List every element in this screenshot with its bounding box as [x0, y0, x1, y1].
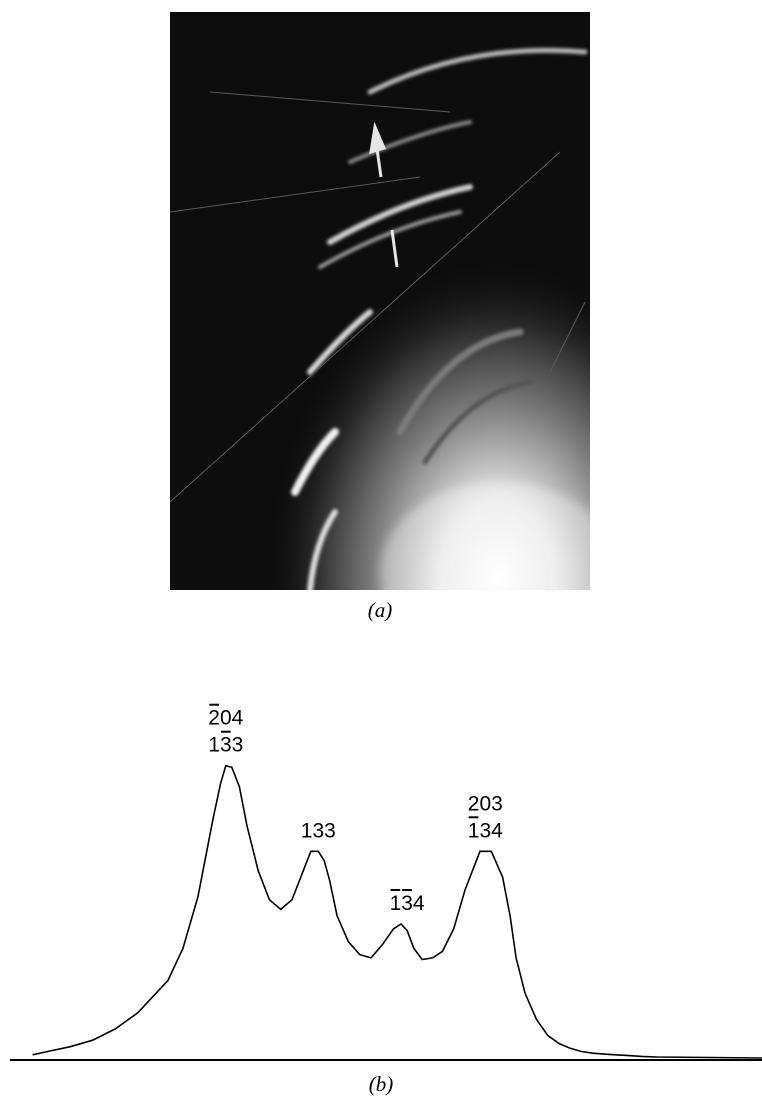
peak-label: 133: [301, 819, 336, 842]
xray-diffraction-photograph: [170, 12, 590, 590]
diffraction-arcs: [291, 47, 588, 590]
intensity-profile-line: [32, 764, 762, 1059]
film-scratches: [170, 91, 586, 503]
panel-a-caption: (a): [367, 598, 393, 622]
diffraction-profile-chart: 204 133 133 134 203 134: [10, 703, 762, 1061]
arrow-icon: [369, 121, 399, 268]
panel-b-caption: (b): [368, 1072, 394, 1096]
peak-label: 134: [468, 819, 503, 842]
peak-label: 133: [208, 734, 243, 757]
peak-label: 134: [390, 892, 425, 915]
peak-label: 203: [468, 792, 503, 815]
peak-label: 204: [208, 707, 243, 730]
